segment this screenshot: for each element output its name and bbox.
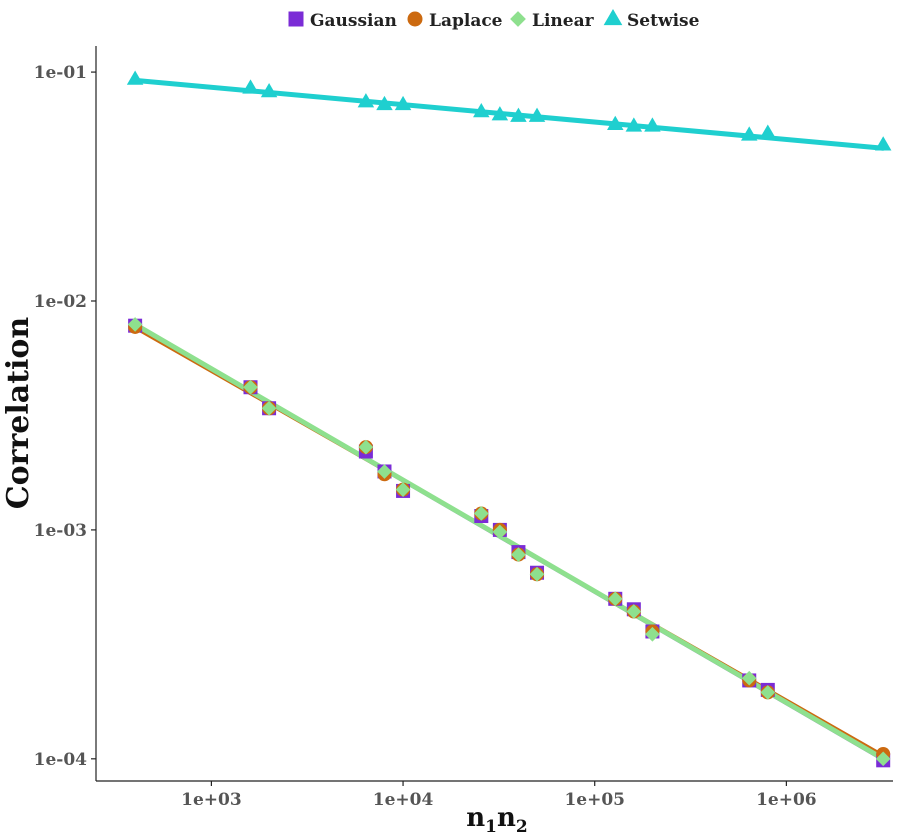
setwise-point [473, 103, 490, 118]
x-axis-title-sub1: 1 [485, 817, 497, 837]
setwise-series [126, 70, 892, 151]
x-tick-label: 1e+04 [373, 790, 434, 810]
setwise-point [491, 106, 509, 121]
axes [95, 46, 893, 782]
linear-series [127, 317, 891, 767]
x-axis-title-n1: n [466, 803, 485, 833]
setwise-point [759, 124, 777, 139]
laplace-legend-label: Laplace [429, 11, 503, 31]
setwise-point [510, 107, 527, 122]
y-axis-title: Correlation [1, 317, 36, 510]
setwise-fit-line [132, 77, 886, 151]
setwise-point [126, 70, 144, 85]
linear-point [395, 482, 411, 497]
y-tick-label: 1e-02 [34, 292, 87, 312]
setwise-point [376, 95, 393, 111]
linear-point [529, 566, 545, 582]
x-tick-label: 1e+06 [756, 790, 817, 810]
x-tick-label: 1e+03 [181, 790, 242, 810]
y-tick-label: 1e-04 [34, 750, 88, 770]
setwise-legend-key [603, 8, 623, 26]
setwise-point [528, 107, 546, 122]
setwise-point [607, 115, 624, 130]
setwise-point [625, 117, 643, 132]
linear-fit-line [132, 321, 886, 762]
x-axis-title-sub2: 2 [516, 817, 528, 837]
linear-point [875, 751, 891, 767]
laplace-legend-key [407, 11, 423, 27]
linear-point [760, 685, 776, 700]
linear-legend-key [510, 11, 526, 27]
fit-lines [132, 77, 886, 762]
linear-point [377, 464, 392, 479]
x-axis-title: n1n2 [466, 803, 528, 837]
data-points [126, 70, 892, 768]
x-axis-title-n2: n [497, 803, 516, 833]
setwise-point [260, 82, 278, 98]
linear-point [261, 400, 277, 416]
linear-point [626, 604, 642, 619]
gaussian-legend-label: Gaussian [310, 11, 397, 31]
setwise-point [874, 136, 892, 151]
linear-point [492, 524, 508, 540]
linear-point [358, 439, 374, 455]
legend: Gaussian Laplace Linear Setwise [288, 8, 700, 31]
y-tick-label: 1e-03 [34, 521, 87, 541]
linear-point [607, 591, 623, 607]
linear-point [127, 317, 143, 332]
y-tick-label: 1e-01 [34, 63, 87, 83]
setwise-point [242, 79, 259, 94]
ticks: 1e+03 1e+04 1e+05 1e+06 1e-04 1e-03 1e-02 1e-01 [34, 63, 817, 810]
setwise-point [740, 126, 758, 141]
linear-point [243, 379, 258, 395]
linear-point [511, 547, 526, 562]
setwise-point [644, 117, 661, 132]
linear-point [473, 506, 489, 521]
setwise-legend-label: Setwise [627, 11, 700, 31]
setwise-point [394, 95, 412, 111]
linear-legend-label: Linear [532, 11, 595, 31]
linear-point [741, 670, 757, 686]
linear-point [645, 626, 660, 642]
setwise-point [357, 93, 375, 108]
x-tick-label: 1e+05 [564, 790, 625, 810]
gaussian-legend-key [288, 11, 304, 27]
